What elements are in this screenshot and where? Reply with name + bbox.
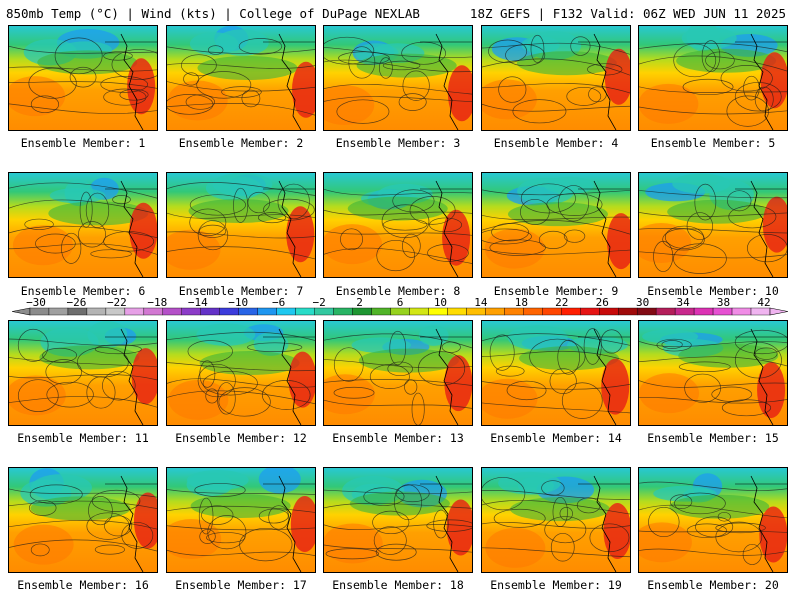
colorbar-ramp	[11, 307, 789, 316]
colorbar-tick-label: −2	[312, 296, 326, 309]
colorbar-tick-label: −30	[26, 296, 46, 309]
ensemble-member-caption: Ensemble Member: 18	[332, 578, 464, 592]
colorbar-tick-label: 2	[356, 296, 363, 309]
colorbar-tick-label: 18	[514, 296, 528, 309]
ensemble-member-map	[481, 25, 631, 131]
ensemble-member-caption: Ensemble Member: 1	[20, 136, 146, 150]
colorbar-tick-label: −14	[187, 296, 208, 309]
ensemble-member-map	[481, 172, 631, 278]
ensemble-member-caption: Ensemble Member: 8	[335, 284, 461, 298]
colorbar-tick-label: −6	[272, 296, 286, 309]
ensemble-member-map	[481, 320, 631, 426]
ensemble-member-map	[638, 25, 788, 131]
colorbar-tick-label: 26	[595, 296, 609, 309]
ensemble-member-caption: Ensemble Member: 4	[493, 136, 619, 150]
ensemble-member-map	[638, 172, 788, 278]
ensemble-member-caption: Ensemble Member: 3	[335, 136, 461, 150]
ensemble-member-map	[323, 467, 473, 573]
ensemble-member-caption: Ensemble Member: 6	[20, 284, 146, 298]
ensemble-member-caption: Ensemble Member: 11	[17, 431, 149, 445]
colorbar-tick-label: 34	[676, 296, 690, 309]
colorbar-tick-label: −22	[106, 296, 127, 309]
ensemble-member-map	[323, 172, 473, 278]
colorbar-tick-label: −10	[228, 296, 249, 309]
ensemble-member-caption: Ensemble Member: 5	[650, 136, 776, 150]
ensemble-member-map	[8, 467, 158, 573]
ensemble-member-map	[638, 320, 788, 426]
ensemble-member-caption: Ensemble Member: 2	[178, 136, 304, 150]
ensemble-member-map	[323, 25, 473, 131]
colorbar-tick-label: −26	[66, 296, 87, 309]
ensemble-member-caption: Ensemble Member: 15	[647, 431, 779, 445]
ensemble-member-map	[481, 467, 631, 573]
colorbar-tick-label: 22	[555, 296, 569, 309]
ensemble-member-caption: Ensemble Member: 16	[17, 578, 149, 592]
ensemble-member-map	[8, 320, 158, 426]
colorbar-tick-label: −18	[147, 296, 168, 309]
ensemble-member-map	[166, 25, 316, 131]
ensemble-member-caption: Ensemble Member: 14	[490, 431, 622, 445]
ensemble-member-caption: Ensemble Member: 20	[647, 578, 779, 592]
product-title: 850mb Temp (°C) | Wind (kts) | College o…	[6, 6, 420, 21]
ensemble-member-caption: Ensemble Member: 13	[332, 431, 464, 445]
colorbar-tick-label: 38	[716, 296, 731, 309]
ensemble-member-caption: Ensemble Member: 9	[493, 284, 619, 298]
ensemble-member-caption: Ensemble Member: 10	[647, 284, 779, 298]
colorbar-tick-label: 30	[636, 296, 650, 309]
ensemble-member-map	[8, 172, 158, 278]
ensemble-member-caption: Ensemble Member: 17	[175, 578, 307, 592]
colorbar-tick-label: 14	[474, 296, 488, 309]
ensemble-member-map	[166, 172, 316, 278]
temperature-colorbar: −30 −26 −22 −18 −14 −10 −6 −2 2 6 10 14 18 22 26 30 34 38…	[11, 296, 789, 320]
ensemble-member-map	[166, 467, 316, 573]
ensemble-member-caption: Ensemble Member: 19	[490, 578, 622, 592]
header: 850mb Temp (°C) | Wind (kts) | College o…	[0, 0, 800, 24]
run-valid-time: 18Z GEFS | F132 Valid: 06Z WED JUN 11 20…	[469, 6, 786, 21]
ensemble-member-map	[638, 467, 788, 573]
ensemble-member-map	[323, 320, 473, 426]
colorbar-tick-label: 42	[757, 296, 771, 309]
colorbar-tick-label: 6	[396, 296, 404, 309]
ensemble-member-map	[8, 25, 158, 131]
ensemble-member-map	[166, 320, 316, 426]
colorbar-tick-label: 10	[433, 296, 448, 309]
ensemble-member-caption: Ensemble Member: 12	[175, 431, 307, 445]
ensemble-member-caption: Ensemble Member: 7	[178, 284, 304, 298]
